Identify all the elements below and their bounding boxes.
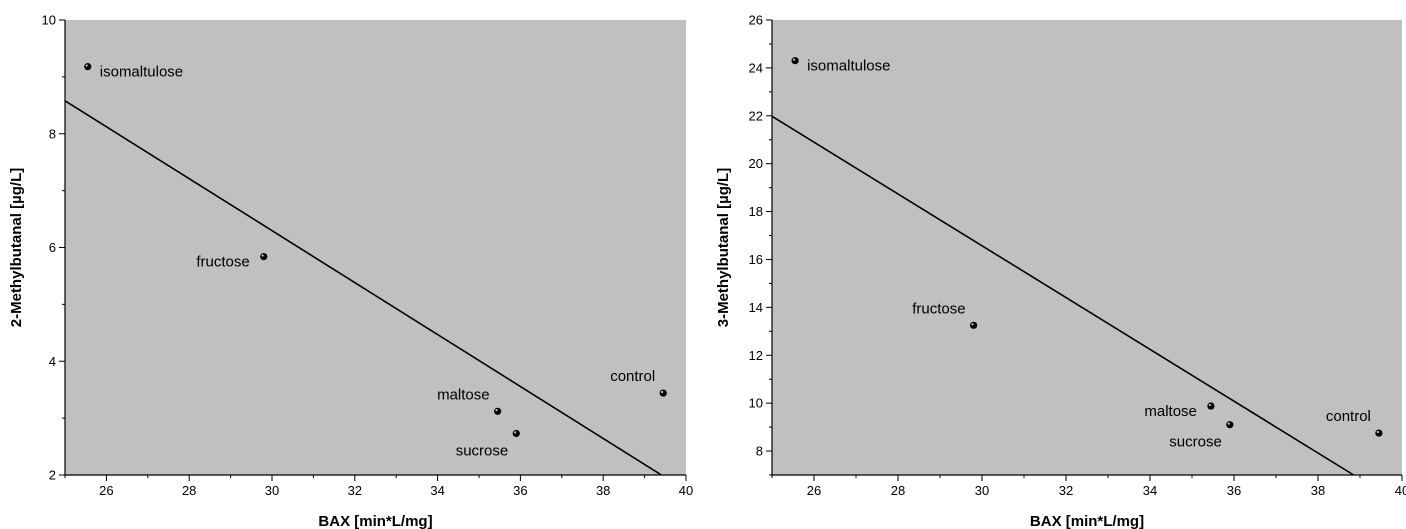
point-label-sucrose: sucrose [456, 442, 509, 459]
y-tick-label: 18 [749, 204, 763, 219]
data-point-fructose [260, 253, 268, 261]
x-tick-label: 26 [99, 483, 113, 498]
plot-area [772, 20, 1402, 475]
x-tick-label: 28 [182, 483, 196, 498]
data-point-control [1375, 429, 1383, 437]
data-point-isomaltulose [84, 63, 92, 71]
x-tick-label: 30 [975, 483, 989, 498]
chart-2: 26 28 30 32 34 36 38 40 8 10 12 14 16 18 20 22 24 26 BAX [… [715, 13, 1406, 529]
y-axis-title: 2-Methylbutanal [µg/L] [8, 168, 25, 327]
y-tick-label: 26 [749, 13, 763, 28]
y-tick-label: 6 [49, 240, 56, 255]
data-point-highlight [1208, 403, 1211, 407]
data-point-highlight [792, 58, 796, 61]
y-tick-label: 14 [749, 300, 763, 315]
y-tick-label: 2 [49, 468, 56, 483]
x-tick-label: 34 [1143, 483, 1157, 498]
data-point-control [659, 389, 667, 397]
point-label-isomaltulose: isomaltulose [100, 64, 183, 81]
data-point-isomaltulose [791, 57, 799, 65]
x-tick-label: 36 [1227, 483, 1241, 498]
x-axis-title: BAX [min*L/mg] [318, 513, 432, 529]
point-label-maltose: maltose [1144, 403, 1197, 420]
y-axis-title: 3-Methylbutanal [µg/L] [715, 168, 732, 327]
y-tick-label: 4 [49, 354, 56, 369]
y-tick-label: 20 [749, 156, 763, 171]
x-tick-label: 40 [1395, 483, 1406, 498]
data-point-highlight [514, 431, 517, 434]
point-label-control: control [1326, 408, 1371, 425]
y-tick-label: 12 [749, 348, 763, 363]
data-point-highlight [261, 254, 264, 257]
point-label-maltose: maltose [437, 386, 490, 403]
y-tick-label: 10 [42, 13, 56, 28]
x-axis-title: BAX [min*L/mg] [1030, 513, 1144, 529]
y-tick-label: 8 [756, 444, 763, 459]
data-point-highlight [1376, 430, 1379, 434]
x-tick-label: 32 [1059, 483, 1073, 498]
data-point-highlight [85, 64, 88, 67]
point-label-isomaltulose: isomaltulose [807, 58, 890, 75]
y-tick-label: 16 [749, 252, 763, 267]
data-point-fructose [970, 321, 978, 329]
data-point-highlight [661, 390, 664, 394]
x-tick-label: 40 [679, 483, 693, 498]
x-tick-label: 30 [265, 483, 279, 498]
data-point-maltose [1207, 402, 1215, 410]
x-tick-label: 32 [348, 483, 362, 498]
point-label-sucrose: sucrose [1169, 434, 1222, 451]
data-point-sucrose [1226, 421, 1234, 429]
x-tick-label: 38 [1311, 483, 1325, 498]
regression-line [65, 100, 663, 475]
y-tick-label: 22 [749, 108, 763, 123]
regression-line [772, 115, 1355, 475]
y-tick-label: 8 [49, 126, 56, 141]
chart-1: 26 28 30 32 34 36 38 40 2 4 6 8 10 BAX [min*L/mg] 2-Me… [8, 13, 693, 529]
data-point-maltose [494, 407, 502, 415]
x-tick-label: 38 [596, 483, 610, 498]
data-point-sucrose [512, 429, 520, 438]
plot-area [65, 20, 686, 475]
x-tick-label: 26 [807, 483, 821, 498]
point-label-fructose: fructose [196, 254, 249, 271]
data-point-highlight [971, 323, 974, 326]
y-tick-label: 24 [749, 60, 763, 75]
x-tick-label: 36 [513, 483, 527, 498]
data-point-highlight [495, 409, 498, 412]
x-tick-label: 28 [891, 483, 905, 498]
y-tick-label: 10 [749, 396, 763, 411]
point-label-fructose: fructose [912, 300, 965, 317]
data-point-highlight [1227, 422, 1230, 425]
x-tick-label: 34 [430, 483, 444, 498]
point-label-control: control [610, 368, 655, 385]
